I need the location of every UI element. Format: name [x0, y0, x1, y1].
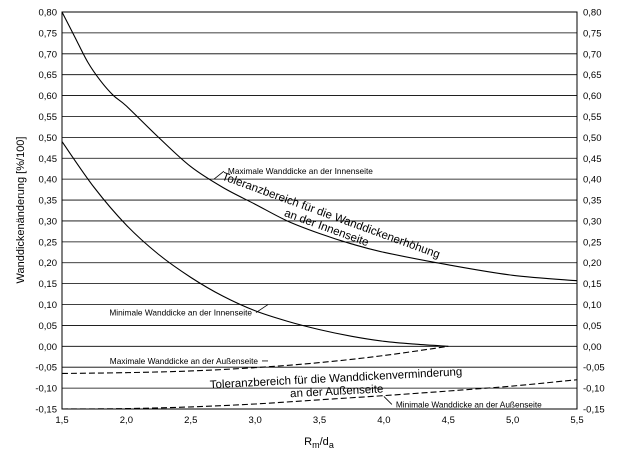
y-tick-label: 0,50: [39, 133, 58, 144]
y-tick-label: 0,35: [39, 196, 58, 207]
y-tick-label: -0,10: [583, 384, 605, 395]
y-tick-label: 0,80: [39, 8, 58, 19]
x-tick-labels: 1,5 2,0 2,5 3,0 3,5 4,0 4,5 5,0 5,5: [55, 415, 583, 426]
region-label: Toleranzbereich für die Wanddickenerhöhu…: [220, 171, 441, 261]
x-axis-label: Rm/da: [304, 436, 334, 450]
x-axis-label-sub2: a: [329, 440, 334, 450]
annotation-leader: [383, 396, 393, 405]
y-tick-label: 0,45: [39, 154, 58, 165]
y-tick-label: 0,20: [39, 258, 58, 269]
x-tick-label: 2,0: [120, 415, 133, 426]
series-line-1: [61, 141, 449, 347]
y-tick-label: -0,05: [35, 363, 57, 374]
y-tick-label: 0,35: [583, 196, 602, 207]
annotation-leader: [213, 170, 225, 180]
y-tick-label: 0,75: [583, 28, 602, 39]
series-line-2: [61, 345, 449, 375]
x-axis-label-sep: /d: [320, 436, 329, 448]
x-axis-label-sub1: m: [312, 440, 320, 450]
y-tick-label: 0,40: [583, 175, 602, 186]
y-tick-label: 0,70: [39, 49, 58, 60]
y-tick-labels-right: 0,80 0,75 0,70 0,65 0,60 0,55 0,50 0,45 0,40 0,35…: [583, 8, 605, 416]
x-tick-label: 1,5: [55, 415, 68, 426]
y-tick-label: 0,55: [39, 112, 58, 123]
y-tick-label: 0,05: [39, 321, 58, 332]
y-tick-label: 0,00: [583, 342, 602, 353]
region-label-line: Toleranzbereich für die Wanddickenerhöhu…: [220, 171, 441, 261]
x-tick-label: 5,0: [506, 415, 519, 426]
region-labels: Toleranzbereich für die Wanddickenerhöhu…: [210, 171, 463, 400]
annotation-label: Minimale Wanddicke an der Außenseite: [396, 399, 542, 409]
series-lines: [61, 11, 578, 410]
region-label-line: an der Außenseite: [290, 383, 384, 400]
y-tick-label: 0,25: [39, 237, 58, 248]
y-tick-label: 0,15: [583, 279, 602, 290]
y-tick-label: 0,70: [583, 49, 602, 60]
annotation-label: Minimale Wanddicke an der Innenseite: [109, 308, 252, 318]
annotation-label: Maximale Wanddicke an der Innenseite: [228, 166, 373, 176]
y-tick-label: -0,05: [583, 363, 605, 374]
series-line-0: [61, 11, 578, 282]
y-tick-label: 0,80: [583, 8, 602, 19]
y-tick-label: 0,75: [39, 28, 58, 39]
y-tick-label: 0,30: [583, 216, 602, 227]
y-tick-label: 0,40: [39, 175, 58, 186]
series-line-3: [61, 379, 578, 410]
y-tick-label: 0,60: [583, 91, 602, 102]
y-tick-label: 0,30: [39, 216, 58, 227]
x-tick-label: 4,0: [377, 415, 390, 426]
y-tick-label: 0,25: [583, 237, 602, 248]
y-tick-label: -0,15: [35, 405, 57, 416]
y-tick-label: 0,50: [583, 133, 602, 144]
y-tick-label: 0,45: [583, 154, 602, 165]
y-tick-labels-left: 0,80 0,75 0,70 0,65 0,60 0,55 0,50 0,45 0,40 0,35…: [35, 8, 57, 416]
y-tick-label: 0,05: [583, 321, 602, 332]
x-tick-label: 5,5: [570, 415, 583, 426]
grid-lines: [62, 11, 577, 410]
y-tick-label: -0,10: [35, 384, 57, 395]
x-tick-label: 3,0: [249, 415, 262, 426]
y-axis-label: Wanddickenänderung [%/100]: [15, 137, 27, 284]
y-tick-label: 0,65: [583, 70, 602, 81]
y-tick-label: 0,55: [583, 112, 602, 123]
y-tick-label: 0,10: [583, 300, 602, 311]
x-tick-label: 4,5: [442, 415, 455, 426]
annotation-label: Maximale Wanddicke an der Außenseite: [110, 356, 259, 366]
y-tick-label: -0,15: [583, 405, 605, 416]
y-tick-label: 0,10: [39, 300, 58, 311]
y-tick-label: 0,60: [39, 91, 58, 102]
y-tick-label: 0,20: [583, 258, 602, 269]
annotation-leader: [255, 304, 269, 313]
x-tick-label: 3,5: [313, 415, 326, 426]
y-tick-label: 0,15: [39, 279, 58, 290]
plot-frame: [61, 11, 578, 410]
y-tick-label: 0,65: [39, 70, 58, 81]
y-tick-label: 0,00: [39, 342, 58, 353]
x-axis-label-main: R: [304, 436, 312, 448]
x-tick-label: 2,5: [184, 415, 197, 426]
annotations: Maximale Wanddicke an der Innenseite Mini…: [109, 166, 542, 409]
